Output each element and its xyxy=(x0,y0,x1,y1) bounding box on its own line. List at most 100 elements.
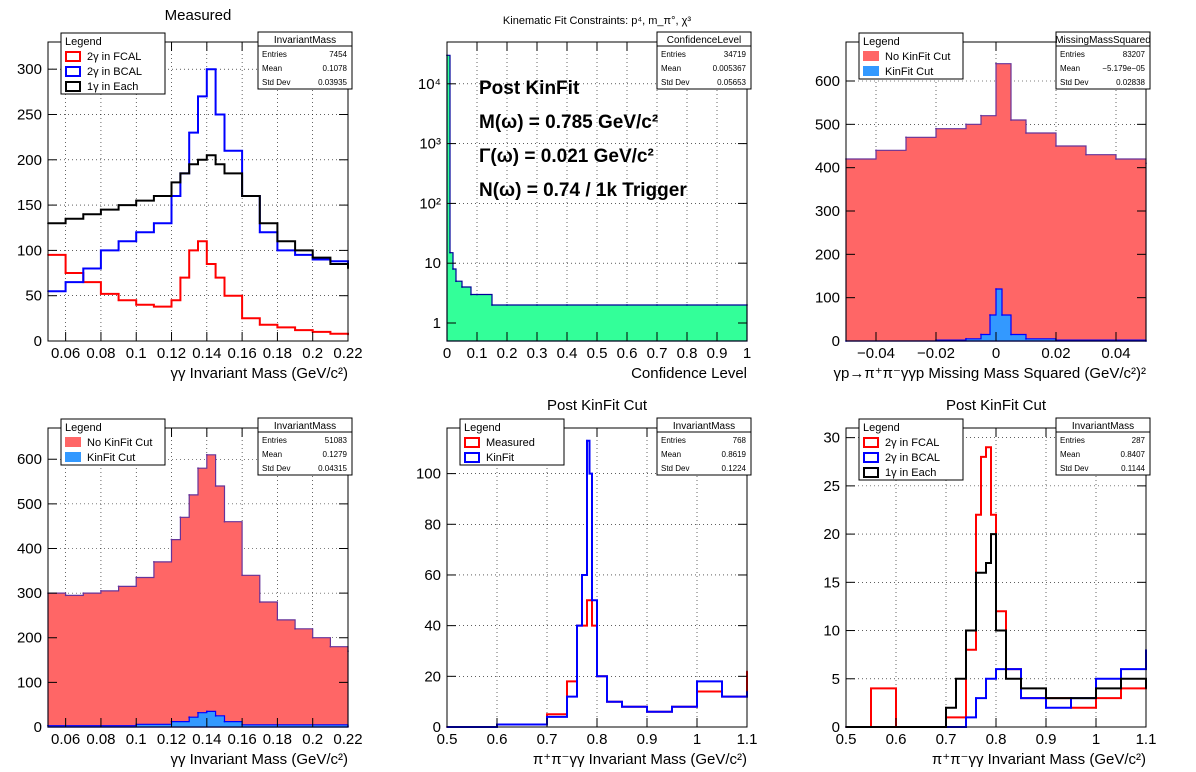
stats-label: Mean xyxy=(262,64,282,73)
stats-label: Mean xyxy=(1060,450,1080,459)
stats-value: 34719 xyxy=(724,50,747,59)
data-point xyxy=(586,599,588,602)
stats-title: InvariantMass xyxy=(673,421,735,432)
stats-value: 0.1144 xyxy=(1121,464,1145,473)
y-tick-label: 200 xyxy=(17,152,42,169)
x-tick-label: 0.9 xyxy=(1036,731,1057,748)
data-point xyxy=(82,592,85,595)
stats-label: Entries xyxy=(1060,436,1085,445)
data-point xyxy=(870,687,872,690)
data-point xyxy=(1020,687,1022,690)
legend-entry-label: No KinFit Cut xyxy=(885,51,950,63)
data-point xyxy=(455,280,457,283)
data-point xyxy=(452,268,454,270)
x-tick-label: 0.2 xyxy=(302,345,323,362)
x-axis-label: π⁺π⁻γγ Invariant Mass (GeV/c²) xyxy=(533,751,747,768)
x-tick-label: 1.1 xyxy=(737,731,758,748)
data-point xyxy=(117,299,120,302)
data-point xyxy=(294,254,296,256)
x-tick-label: −0.04 xyxy=(857,345,895,362)
data-point xyxy=(100,589,102,592)
stats-label: Entries xyxy=(661,436,686,445)
data-point xyxy=(329,332,332,335)
data-point xyxy=(311,256,314,259)
data-point xyxy=(214,163,217,166)
x-tick-label: 0.2 xyxy=(302,731,323,748)
x-tick-label: 0.1 xyxy=(467,345,488,362)
data-point xyxy=(506,304,508,306)
chart-title: Kinematic Fit Constraints: p⁴, m_π°, χ³ xyxy=(503,15,691,27)
legend-entry-label: Measured xyxy=(486,437,535,449)
data-point xyxy=(214,714,217,717)
x-tick-label: 0.2 xyxy=(497,345,518,362)
data-point xyxy=(1085,153,1087,156)
data-point xyxy=(588,472,591,475)
data-point xyxy=(311,258,314,261)
y-tick-label: 600 xyxy=(17,451,42,468)
data-point xyxy=(449,251,451,254)
data-point xyxy=(117,204,120,206)
y-tick-label: 0 xyxy=(433,719,441,736)
y-tick-label: 30 xyxy=(823,430,840,447)
data-point xyxy=(135,303,138,306)
data-point xyxy=(197,95,199,98)
chart-title: Measured xyxy=(165,7,232,24)
x-axis-label: Confidence Level xyxy=(631,365,747,382)
legend-entry-label: 2γ in BCAL xyxy=(87,66,142,78)
stats-box-frame xyxy=(656,417,752,476)
data-point xyxy=(188,249,191,252)
legend-swatch xyxy=(65,51,81,62)
stats-value: 0.03935 xyxy=(318,78,347,87)
panel-p1: 0.06 0.08 0.1 0.12 0.14 0.16 0.18 0.2 0.22 0 50 100… xyxy=(17,7,363,382)
x-tick-label: −0.02 xyxy=(917,345,955,362)
y-tick-label: 200 xyxy=(815,246,840,263)
data-point xyxy=(258,323,261,326)
y-tick-label: 250 xyxy=(17,106,42,123)
legend-entry-label: KinFit Cut xyxy=(885,66,933,78)
y-tick-label: 400 xyxy=(815,160,840,177)
stats-box: InvariantMass Entries 287 Mean 0.8407 Std Dev… xyxy=(1055,417,1151,476)
data-point xyxy=(197,467,199,470)
chart-title: Post KinFit Cut xyxy=(946,397,1047,414)
y-tick-label: 15 xyxy=(823,574,840,591)
data-point xyxy=(64,594,67,597)
data-point xyxy=(875,149,877,152)
legend: Legend No KinFit Cut KinFit Cut xyxy=(60,418,166,466)
data-point xyxy=(546,713,548,716)
legend-swatch xyxy=(65,81,81,92)
data-point xyxy=(945,706,947,709)
data-point xyxy=(491,304,493,306)
stats-label: Entries xyxy=(262,436,287,445)
data-point xyxy=(955,677,957,680)
x-tick-label: 0.7 xyxy=(537,731,558,748)
data-point xyxy=(179,172,182,175)
legend-entry-label: KinFit Cut xyxy=(87,452,135,464)
data-point xyxy=(179,516,182,519)
legend-swatch xyxy=(863,51,879,61)
data-point xyxy=(470,293,472,296)
x-tick-label: 0.18 xyxy=(263,345,292,362)
data-point xyxy=(117,240,120,243)
stats-value: 0.8619 xyxy=(722,450,747,459)
plot-frame xyxy=(47,41,349,342)
data-point xyxy=(197,240,199,243)
stats-label: Std Dev xyxy=(262,78,290,87)
x-tick-label: 1 xyxy=(743,345,751,362)
data-point xyxy=(258,231,261,234)
x-tick-label: 0.4 xyxy=(557,345,578,362)
x-axis-label: γγ Invariant Mass (GeV/c²) xyxy=(170,365,348,382)
data-point xyxy=(152,560,155,563)
x-tick-label: 0.22 xyxy=(333,345,362,362)
y-tick-label: 400 xyxy=(17,540,42,557)
data-point xyxy=(721,695,723,698)
x-tick-label: 0.9 xyxy=(707,345,728,362)
data-point xyxy=(223,520,226,523)
y-tick-label: 10³ xyxy=(419,136,441,153)
x-tick-label: 0.1 xyxy=(126,731,147,748)
data-point xyxy=(980,114,982,117)
data-point xyxy=(205,154,208,157)
data-point xyxy=(241,574,244,577)
legend-entry-label: 1γ in Each xyxy=(87,81,138,93)
data-point xyxy=(329,263,332,265)
